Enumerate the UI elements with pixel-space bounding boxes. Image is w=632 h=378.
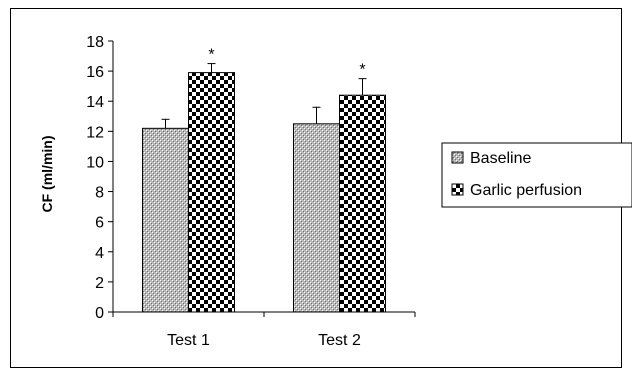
- y-tick-label: 10: [86, 154, 104, 171]
- y-tick-label: 0: [95, 305, 104, 322]
- y-tick-label: 16: [86, 64, 104, 81]
- y-tick-label: 14: [86, 94, 104, 111]
- legend-swatch-garlic-perfusion: [451, 183, 464, 196]
- y-tick-label: 6: [95, 215, 104, 232]
- y-tick-label: 4: [95, 245, 104, 262]
- bars: **: [142, 47, 386, 313]
- y-tick-label: 8: [95, 185, 104, 202]
- legend: Baseline Garlic perfusion: [441, 142, 632, 208]
- legend-swatch-baseline: [451, 151, 464, 164]
- legend-box: [441, 142, 632, 208]
- y-tick-label: 2: [95, 275, 104, 292]
- significance-asterisk: *: [208, 47, 214, 64]
- x-axis-ticks: Test 1 Test 2: [112, 312, 416, 349]
- x-tick-label: Test 1: [167, 332, 210, 349]
- y-axis-ticks: 0 2 4 6 8 10 12 14 16 18: [86, 34, 113, 322]
- bar-garlic-perfusion-2: [339, 94, 386, 313]
- y-axis-label: CF (ml/min): [39, 136, 55, 213]
- bar-garlic-perfusion-1: [188, 72, 235, 313]
- significance-asterisk: *: [359, 62, 365, 79]
- x-tick-label: Test 2: [318, 332, 361, 349]
- legend-label-garlic-perfusion: Garlic perfusion: [470, 182, 582, 199]
- legend-label-baseline: Baseline: [470, 150, 531, 167]
- bar-baseline-1: [142, 127, 189, 313]
- y-tick-label: 18: [86, 34, 104, 51]
- bar-baseline-2: [293, 123, 340, 313]
- y-tick-label: 12: [86, 124, 104, 141]
